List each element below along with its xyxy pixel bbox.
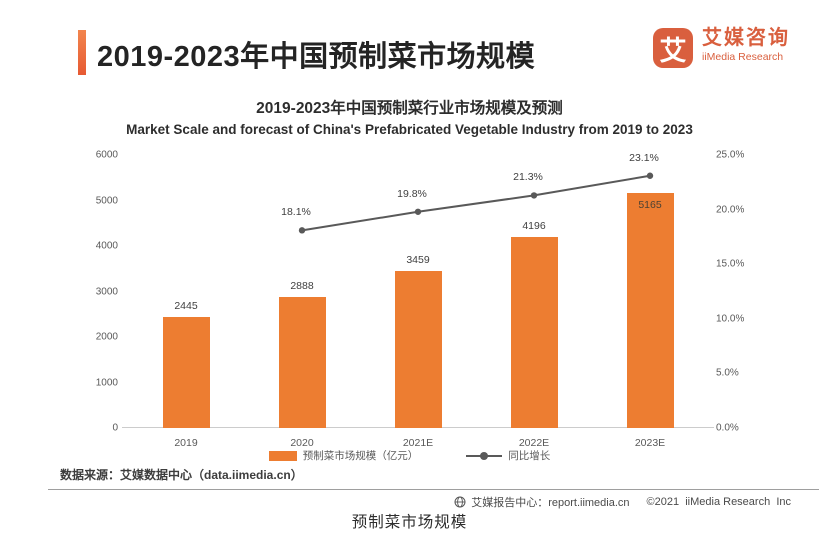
line-point-2022E [530, 192, 538, 199]
y-tick-left-6000: 6000 [95, 149, 118, 161]
brand-logo-text: 艾媒咨询 iiMedia Research [702, 28, 790, 63]
footer-bar: 艾媒报告中心：report.iimedia.cn ©2021 iiMedia R… [454, 494, 791, 510]
brand-logo-icon: 艾 [653, 28, 693, 68]
y-axis-left: 0 1000 2000 3000 4000 5000 6000 [70, 150, 118, 434]
bar-2022E [510, 237, 558, 428]
y-tick-right-20.0%: 20.0% [716, 204, 745, 216]
y-tick-left-5000: 5000 [95, 195, 118, 206]
y-tick-left-2000: 2000 [95, 331, 118, 343]
y-axis-right: 0.0% 5.0% 10.0% 15.0% 20.0% 25.0% [716, 150, 766, 434]
y-tick-right-15.0%: 15.0% [716, 258, 745, 270]
line-point-2021E [414, 208, 422, 215]
chart-legend: 预制菜市场规模（亿元） 同比增长 [0, 448, 819, 463]
bar-2019 [162, 316, 210, 428]
legend-item-bar-series: 预制菜市场规模（亿元） [268, 448, 419, 463]
line-series-marker [466, 451, 503, 460]
line-series-label: 同比增长 [508, 450, 551, 462]
plot-area: 2445 2019 2888 2020 3459 2021E 4196 2022E 5165 20… [122, 151, 714, 449]
bar-2023E [626, 193, 674, 428]
copyright-text: ©2021 iiMedia Research Inc [646, 496, 791, 508]
brand-name-en: iiMedia Research [702, 51, 784, 63]
y-tick-right-10.0%: 10.0% [716, 313, 745, 325]
x-label-2020: 2020 [290, 437, 314, 449]
y-tick-left-4000: 4000 [95, 240, 118, 252]
bar-value-2021E: 3459 [406, 253, 430, 266]
line-marker-dot [480, 451, 489, 460]
footer-divider [48, 489, 819, 490]
y-tick-right-5.0%: 5.0% [716, 367, 739, 379]
bar-2020 [278, 296, 326, 428]
growth-label-2020: 18.1% [281, 206, 311, 219]
growth-label-2022E: 21.3% [513, 171, 543, 184]
growth-line [301, 174, 651, 232]
bar-2021E [394, 270, 442, 428]
growth-line-chart [298, 172, 654, 234]
y-tick-right-0.0%: 0.0% [716, 422, 739, 434]
brand-logo: 艾 艾媒咨询 iiMedia Research [653, 28, 790, 68]
title-accent-bar [78, 30, 86, 75]
line-point-2020 [298, 227, 306, 234]
y-tick-left-1000: 1000 [95, 377, 118, 388]
page-title: 2019-2023年中国预制菜市场规模 [97, 41, 536, 73]
growth-label-2023E: 23.1% [629, 151, 659, 164]
report-center-text: 艾媒报告中心：report.iimedia.cn [471, 497, 630, 509]
bar-value-2020: 2888 [290, 279, 314, 292]
chart-title: 2019-2023年中国预制菜行业市场规模及预测 [256, 100, 563, 117]
line-point-2023E [646, 172, 654, 179]
y-tick-right-25.0%: 25.0% [716, 149, 745, 161]
legend-item-line-series: 同比增长 [466, 448, 550, 463]
y-tick-left-0: 0 [112, 422, 118, 434]
x-label-2023E: 2023E [634, 437, 666, 449]
bar-series-label: 预制菜市场规模（亿元） [302, 450, 419, 462]
x-label-2021E: 2021E [402, 437, 434, 449]
y-tick-left-3000: 3000 [95, 286, 118, 297]
bar-series-swatch [268, 450, 297, 461]
image-caption: 预制菜市场规模 [351, 514, 468, 531]
globe-icon [454, 496, 466, 508]
growth-label-2021E: 19.8% [397, 187, 427, 200]
data-source-note: 数据来源：艾媒数据中心（data.iimedia.cn） [60, 468, 303, 482]
chart-subtitle: Market Scale and forecast of China's Pre… [126, 122, 693, 137]
bar-value-2019: 2445 [174, 299, 198, 312]
brand-name-cn: 艾媒咨询 [702, 27, 790, 49]
x-label-2019: 2019 [174, 437, 198, 449]
bar-value-2022E: 4196 [522, 220, 546, 233]
bar-value-2023E: 5165 [638, 198, 662, 211]
x-label-2022E: 2022E [518, 437, 550, 449]
